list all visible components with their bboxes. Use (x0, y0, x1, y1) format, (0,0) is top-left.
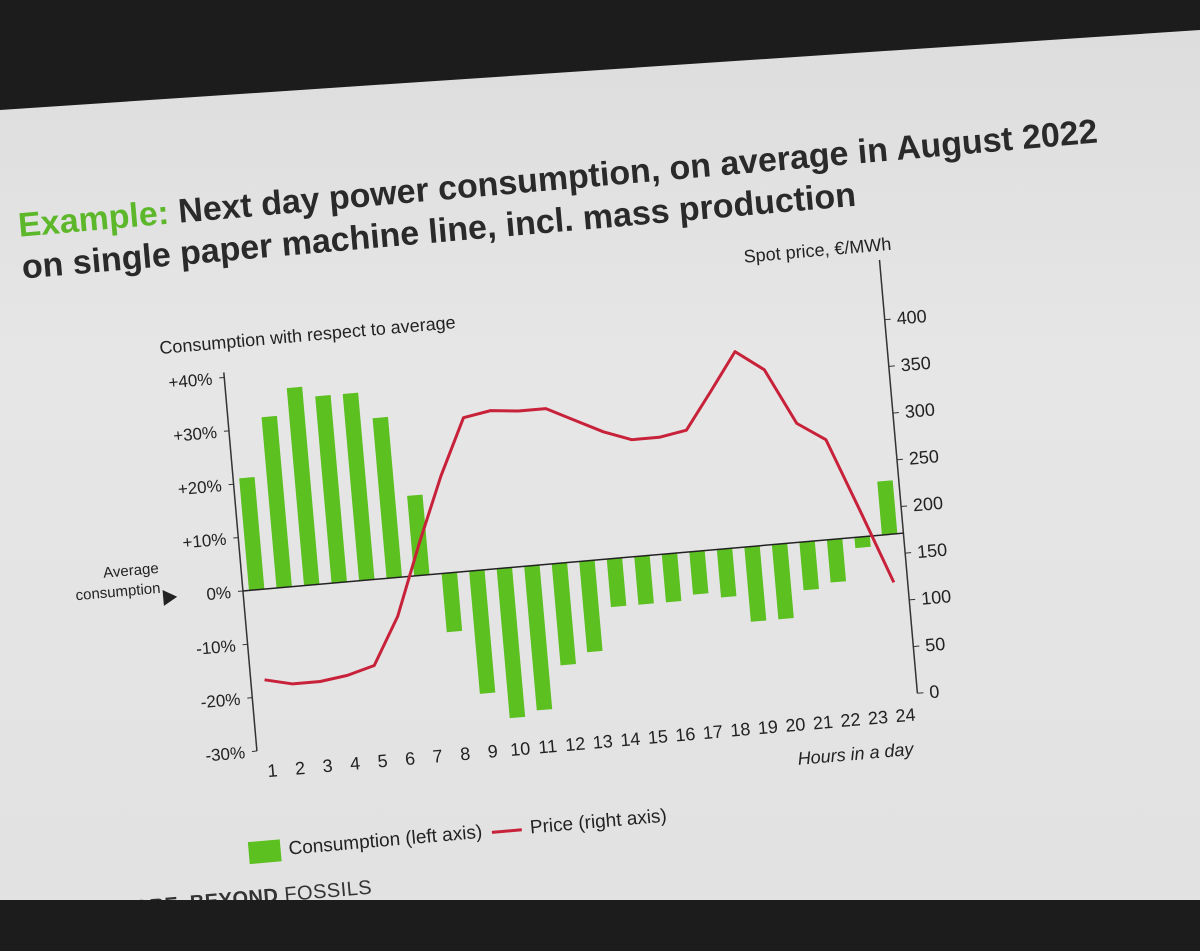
right-tick-label: 250 (908, 446, 940, 469)
right-tick-label: 50 (924, 634, 946, 656)
consumption-bar (497, 567, 525, 718)
x-tick-label: 2 (294, 758, 306, 779)
presentation-slide: Example: Next day power consumption, on … (0, 0, 1200, 900)
right-tick-label: 200 (912, 493, 944, 516)
right-tick (889, 366, 895, 367)
consumption-bar (315, 395, 347, 583)
consumption-bar (662, 553, 682, 602)
legend-price-swatch (492, 828, 522, 834)
consumption-bar (343, 393, 375, 581)
right-tick (897, 459, 903, 460)
left-tick-label: 0% (206, 583, 232, 604)
consumption-bar (827, 539, 846, 583)
x-tick-label: 11 (538, 736, 558, 758)
right-tick (909, 599, 915, 600)
right-tick-label: 400 (896, 306, 928, 329)
x-tick-label: 21 (812, 712, 834, 734)
consumption-bar (607, 558, 627, 607)
x-tick-label: 19 (757, 717, 779, 739)
consumption-bar (689, 551, 708, 595)
x-tick-label: 6 (404, 748, 416, 769)
consumption-bar (634, 555, 654, 604)
right-tick (893, 413, 899, 414)
consumption-bar (877, 480, 897, 535)
consumption-bar (744, 546, 766, 622)
right-tick-label: 0 (928, 681, 940, 702)
x-tick-label: 10 (509, 738, 531, 760)
x-tick-label: 22 (840, 709, 862, 731)
consumption-bar (524, 565, 552, 710)
x-tick-label: 23 (867, 707, 889, 729)
x-tick-label: 20 (785, 714, 807, 736)
consumption-bar (373, 417, 402, 578)
x-tick-label: 24 (895, 705, 917, 727)
consumption-bar (552, 563, 576, 666)
consumption-bar (799, 541, 819, 590)
consumption-bar (469, 570, 495, 694)
right-tick-label: 350 (900, 353, 932, 376)
consumption-bar (407, 495, 429, 576)
left-tick-label: +40% (168, 370, 213, 393)
consumption-bar (442, 572, 463, 632)
x-tick-label: 12 (564, 733, 586, 755)
left-tick-label: -10% (195, 636, 236, 658)
x-tick-label: 5 (377, 751, 389, 772)
x-tick-label: 3 (322, 756, 334, 777)
left-tick-label: -20% (200, 690, 241, 712)
left-tick-label: +10% (182, 530, 227, 553)
footer-brand-a: UPM (38, 902, 86, 928)
right-tick-label: 150 (916, 540, 948, 563)
consumption-bar (772, 543, 794, 619)
right-tick (885, 319, 891, 320)
x-tick-label: 13 (592, 731, 614, 753)
right-tick (905, 553, 911, 554)
left-tick-label: +20% (177, 476, 222, 499)
right-tick (917, 693, 923, 694)
consumption-bar (287, 387, 320, 586)
right-tick (901, 506, 907, 507)
x-tick-label: 7 (432, 746, 444, 767)
x-tick-label: 9 (487, 741, 499, 762)
average-arrow-icon (163, 589, 178, 606)
legend-consumption-swatch (248, 839, 282, 864)
x-tick-label: 4 (349, 753, 361, 774)
consumption-bar (717, 548, 737, 597)
left-tick-label: +30% (172, 423, 217, 446)
consumption-bar (262, 416, 292, 588)
consumption-bar (239, 477, 264, 590)
x-tick-label: 16 (674, 724, 696, 746)
right-tick (913, 646, 919, 647)
right-tick-label: 100 (920, 586, 952, 609)
x-tick-label: 17 (702, 721, 724, 743)
right-tick-label: 300 (904, 399, 936, 422)
x-tick-label: 14 (619, 729, 641, 751)
x-tick-label: 18 (730, 719, 752, 741)
x-tick-label: 15 (647, 726, 669, 748)
x-tick-label: 8 (459, 744, 471, 765)
x-tick-label: 1 (267, 760, 279, 781)
left-tick-label: -30% (205, 743, 246, 765)
consumption-bar (579, 560, 602, 652)
